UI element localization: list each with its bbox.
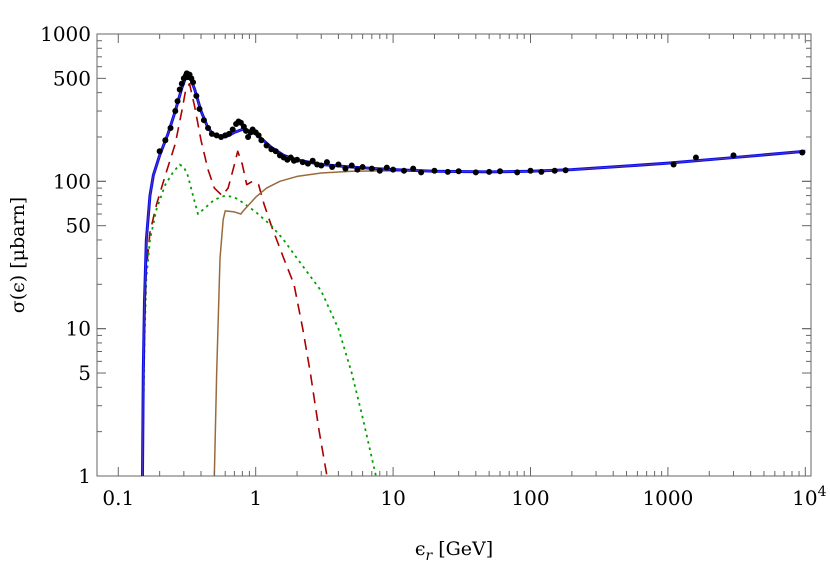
data-point: [335, 161, 342, 168]
data-point: [304, 160, 311, 167]
data-point: [376, 167, 383, 174]
data-point: [162, 137, 169, 144]
data-point: [342, 165, 349, 172]
plot-frame: [96, 33, 812, 477]
data-point: [472, 169, 479, 176]
data-point: [329, 164, 336, 171]
data-point: [309, 157, 316, 164]
data-point: [263, 142, 270, 149]
data-point: [551, 167, 558, 174]
data-point: [359, 164, 366, 171]
data-point: [431, 167, 438, 174]
data-point: [178, 80, 185, 87]
data-point: [348, 162, 355, 169]
series-dashed-line: [141, 82, 328, 476]
data-point: [486, 168, 493, 175]
data-point: [172, 108, 179, 115]
data-point: [383, 164, 390, 171]
data-point: [497, 168, 504, 175]
data-point: [562, 167, 569, 174]
curves: [140, 74, 806, 476]
x-tick-label: 10: [380, 486, 405, 510]
x-tick-label: 1000: [642, 486, 693, 510]
y-tick-label: 50: [66, 214, 91, 238]
y-tick-label: 100: [53, 169, 91, 193]
data-point: [368, 165, 375, 172]
data-point: [229, 126, 236, 133]
data-point: [410, 165, 417, 172]
series-dotted-line: [141, 163, 377, 476]
data-point: [444, 168, 451, 175]
x-axis-label: ϵr [GeV]: [415, 538, 493, 562]
data-point: [323, 159, 330, 166]
data-point: [400, 167, 407, 174]
x-tick-label: 0.1: [102, 486, 134, 510]
data-point: [226, 130, 233, 137]
y-axis-label: σ(ϵ) [μbarn]: [7, 197, 29, 313]
tick-labels: 0.1 1 10 100 1000 104 1 5 10 50 100 500 1000: [40, 22, 826, 510]
data-point: [294, 156, 301, 163]
data-point: [167, 125, 174, 132]
data-point: [692, 154, 699, 161]
series-total-inner-line: [142, 75, 806, 476]
data-point: [242, 127, 249, 134]
data-point: [196, 105, 203, 112]
x-tick-label: 1: [249, 486, 262, 510]
data-point: [514, 169, 521, 176]
x-tick-label: 104: [792, 484, 826, 510]
data-point: [527, 167, 534, 174]
data-point: [200, 117, 207, 124]
data-point: [390, 166, 397, 173]
data-points: [156, 70, 806, 176]
data-point: [299, 159, 306, 166]
data-point: [670, 161, 677, 168]
series-total-line: [140, 74, 806, 476]
data-point: [255, 132, 262, 139]
ticks: [97, 33, 811, 477]
data-point: [174, 98, 181, 105]
data-point: [208, 130, 215, 137]
data-point: [205, 125, 212, 132]
data-point: [455, 168, 462, 175]
y-tick-label: 1: [78, 464, 91, 488]
x-tick-label: 100: [511, 486, 549, 510]
data-point: [245, 133, 252, 140]
data-point: [538, 168, 545, 175]
data-point: [156, 148, 163, 155]
data-point: [193, 92, 200, 99]
y-tick-label: 5: [78, 361, 91, 385]
data-point: [176, 86, 183, 93]
data-point: [799, 149, 806, 156]
data-point: [258, 137, 265, 144]
data-point: [354, 166, 361, 173]
data-point: [418, 169, 425, 176]
data-point: [272, 148, 279, 155]
y-tick-label: 1000: [40, 22, 91, 46]
series-brown-line: [213, 150, 806, 476]
data-point: [190, 79, 197, 86]
y-tick-label: 500: [53, 66, 91, 90]
data-point: [318, 162, 325, 169]
y-tick-label: 10: [66, 317, 91, 341]
data-point: [730, 152, 737, 159]
